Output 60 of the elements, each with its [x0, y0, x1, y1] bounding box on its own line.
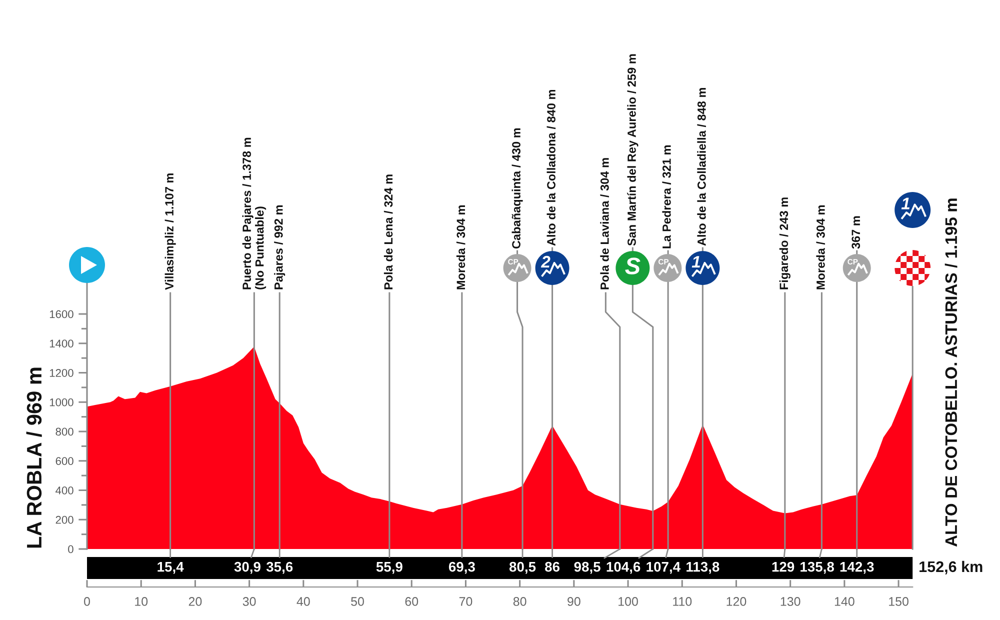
y-tick-label: 800	[56, 428, 74, 436]
annotation: 107,4	[646, 562, 680, 574]
text: S	[625, 258, 640, 274]
annotation: 98,5	[574, 562, 600, 574]
annotation: 55,9	[376, 562, 402, 574]
y-tick-label: 1600	[50, 310, 74, 318]
ref-line-label: Puerto de Pajares / 1.378 m (No Puntuable)	[242, 138, 266, 290]
ref-line-label: Pola de Lena / 324 m	[384, 174, 393, 290]
x-tick-label: 60	[405, 597, 418, 606]
ref-line-label: Villasimpliz / 1.107 m	[164, 173, 176, 290]
x-tick-label: 30	[242, 597, 256, 606]
ref-line-label: Figaredo / 243 m	[779, 198, 790, 290]
annotation: 35,6	[266, 562, 293, 574]
annotation: 69,3	[448, 562, 475, 574]
y-tick-label: 1400	[50, 340, 74, 348]
x-tick-label: 50	[351, 597, 364, 606]
y-tick-label: 400	[56, 486, 74, 494]
x-tick-label: 90	[568, 597, 580, 606]
ref-line-label: La Pedrera / 321 m	[662, 145, 671, 248]
text: 1	[692, 256, 700, 268]
x-tick-label: 150	[889, 597, 908, 606]
x-tick-label: 80	[513, 597, 526, 606]
annotation: 80,5	[509, 562, 536, 574]
annotation: 86	[544, 562, 560, 572]
annotation: 135,8	[800, 562, 834, 574]
y-tick-label: 600	[56, 457, 74, 466]
y-tick-label: 200	[56, 516, 74, 524]
x-tick-label: 130	[780, 597, 800, 606]
y-tick-label: 0	[68, 545, 74, 554]
annotation: 129	[772, 562, 794, 572]
x-tick-label: 110	[673, 597, 692, 606]
ref-line-label: 367 m	[852, 216, 860, 249]
y-tick-label: 1200	[50, 369, 74, 377]
ref-line-label: Cabañaquinta / 430 m	[512, 128, 523, 249]
y-tick-label: 1000	[50, 398, 74, 406]
ref-line-label: Moreda / 304 m	[456, 205, 466, 290]
x-tick-label: 40	[296, 597, 310, 606]
x-tick-label: 100	[618, 597, 638, 606]
x-tick-label: 0	[84, 597, 90, 606]
annotation: LA ROBLA / 969 m	[26, 368, 42, 548]
annotation: 113,8	[686, 562, 720, 574]
ref-line-label: Alto de la Colladona / 840 m	[546, 90, 556, 246]
x-tick-label: 140	[834, 597, 854, 606]
annotation: 15,4	[158, 562, 184, 574]
ref-line-label: Pola de Laviana / 304 m	[600, 158, 609, 290]
annotation: 152,6 km	[920, 560, 982, 574]
x-tick-label: 10	[135, 597, 148, 606]
ref-line-label: Moreda / 304 m	[816, 205, 825, 290]
x-tick-label: 20	[188, 597, 202, 606]
annotation: ALTO DE COTOBELLO. ASTURIAS / 1.195 m	[944, 198, 958, 547]
ref-line-label: Pajares / 992 m	[274, 205, 286, 290]
annotation: 142,3	[840, 562, 874, 574]
x-tick-label: 70	[459, 597, 472, 606]
x-tick-label: 120	[726, 597, 746, 606]
text: 1	[901, 198, 910, 210]
annotation: 30,9	[234, 562, 260, 574]
text: 2	[540, 256, 550, 268]
annotation: 104,6	[606, 562, 640, 574]
ref-line-label: San Martín del Rey Aurelio / 259 m	[627, 54, 638, 246]
ref-line-label: Alto de la Colladiella / 848 m	[697, 88, 706, 246]
